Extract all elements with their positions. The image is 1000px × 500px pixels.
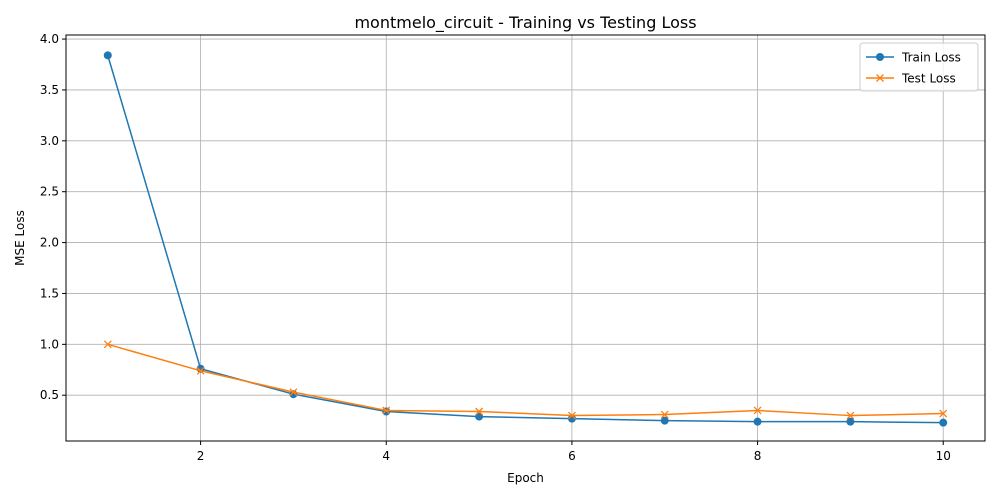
x-axis-label: Epoch xyxy=(507,471,544,485)
test-loss-point xyxy=(567,411,576,420)
train-loss-point xyxy=(753,417,762,426)
legend-box xyxy=(859,42,979,92)
train-loss-point xyxy=(939,418,948,427)
x-tick-label: 10 xyxy=(936,449,951,463)
y-tick-label: 3.0 xyxy=(40,134,59,148)
x-tick-label: 4 xyxy=(382,449,390,463)
y-tick-label: 3.5 xyxy=(40,83,59,97)
x-tick-label: 8 xyxy=(754,449,762,463)
grid-lines xyxy=(66,35,985,441)
chart-title: montmelo_circuit - Training vs Testing L… xyxy=(354,13,696,33)
legend-train-label: Train Loss xyxy=(901,51,961,65)
test-loss-line xyxy=(107,343,944,417)
x-tick-label: 2 xyxy=(197,449,205,463)
y-axis-ticks: 0.5 1.0 1.5 2.0 2.5 3.0 3.5 4.0 xyxy=(40,32,66,402)
train-loss-point xyxy=(846,417,855,426)
train-loss-point xyxy=(475,412,484,421)
test-loss-point xyxy=(103,340,112,349)
legend-test-marker xyxy=(876,74,884,82)
test-loss-point xyxy=(846,411,855,420)
axes-frame xyxy=(65,34,986,442)
train-loss-point xyxy=(567,414,576,423)
y-tick-label: 2.0 xyxy=(40,236,59,250)
y-axis-label: MSE Loss xyxy=(13,210,27,266)
test-loss-point xyxy=(196,366,205,375)
test-loss-point xyxy=(475,407,484,416)
test-loss-point xyxy=(660,410,669,419)
series-group xyxy=(103,51,948,427)
y-tick-label: 1.0 xyxy=(40,337,59,351)
legend-test-label: Test Loss xyxy=(901,72,956,86)
y-tick-label: 1.5 xyxy=(40,286,59,300)
y-tick-label: 4.0 xyxy=(40,32,59,46)
test-loss-point xyxy=(939,409,948,418)
legend: Train Loss Test Loss xyxy=(859,42,979,92)
test-loss-point xyxy=(753,406,762,415)
test-loss-point xyxy=(289,388,298,397)
x-tick-label: 6 xyxy=(568,449,576,463)
legend-test-x xyxy=(876,74,884,82)
y-tick-label: 2.5 xyxy=(40,185,59,199)
train-loss-point xyxy=(382,407,391,416)
train-loss-point xyxy=(660,416,669,425)
train-loss-point xyxy=(103,51,112,60)
test-loss-point xyxy=(382,406,391,415)
legend-train-marker xyxy=(876,53,884,61)
y-tick-label: 0.5 xyxy=(40,388,59,402)
x-axis-ticks: 2 4 6 8 10 xyxy=(197,441,951,463)
